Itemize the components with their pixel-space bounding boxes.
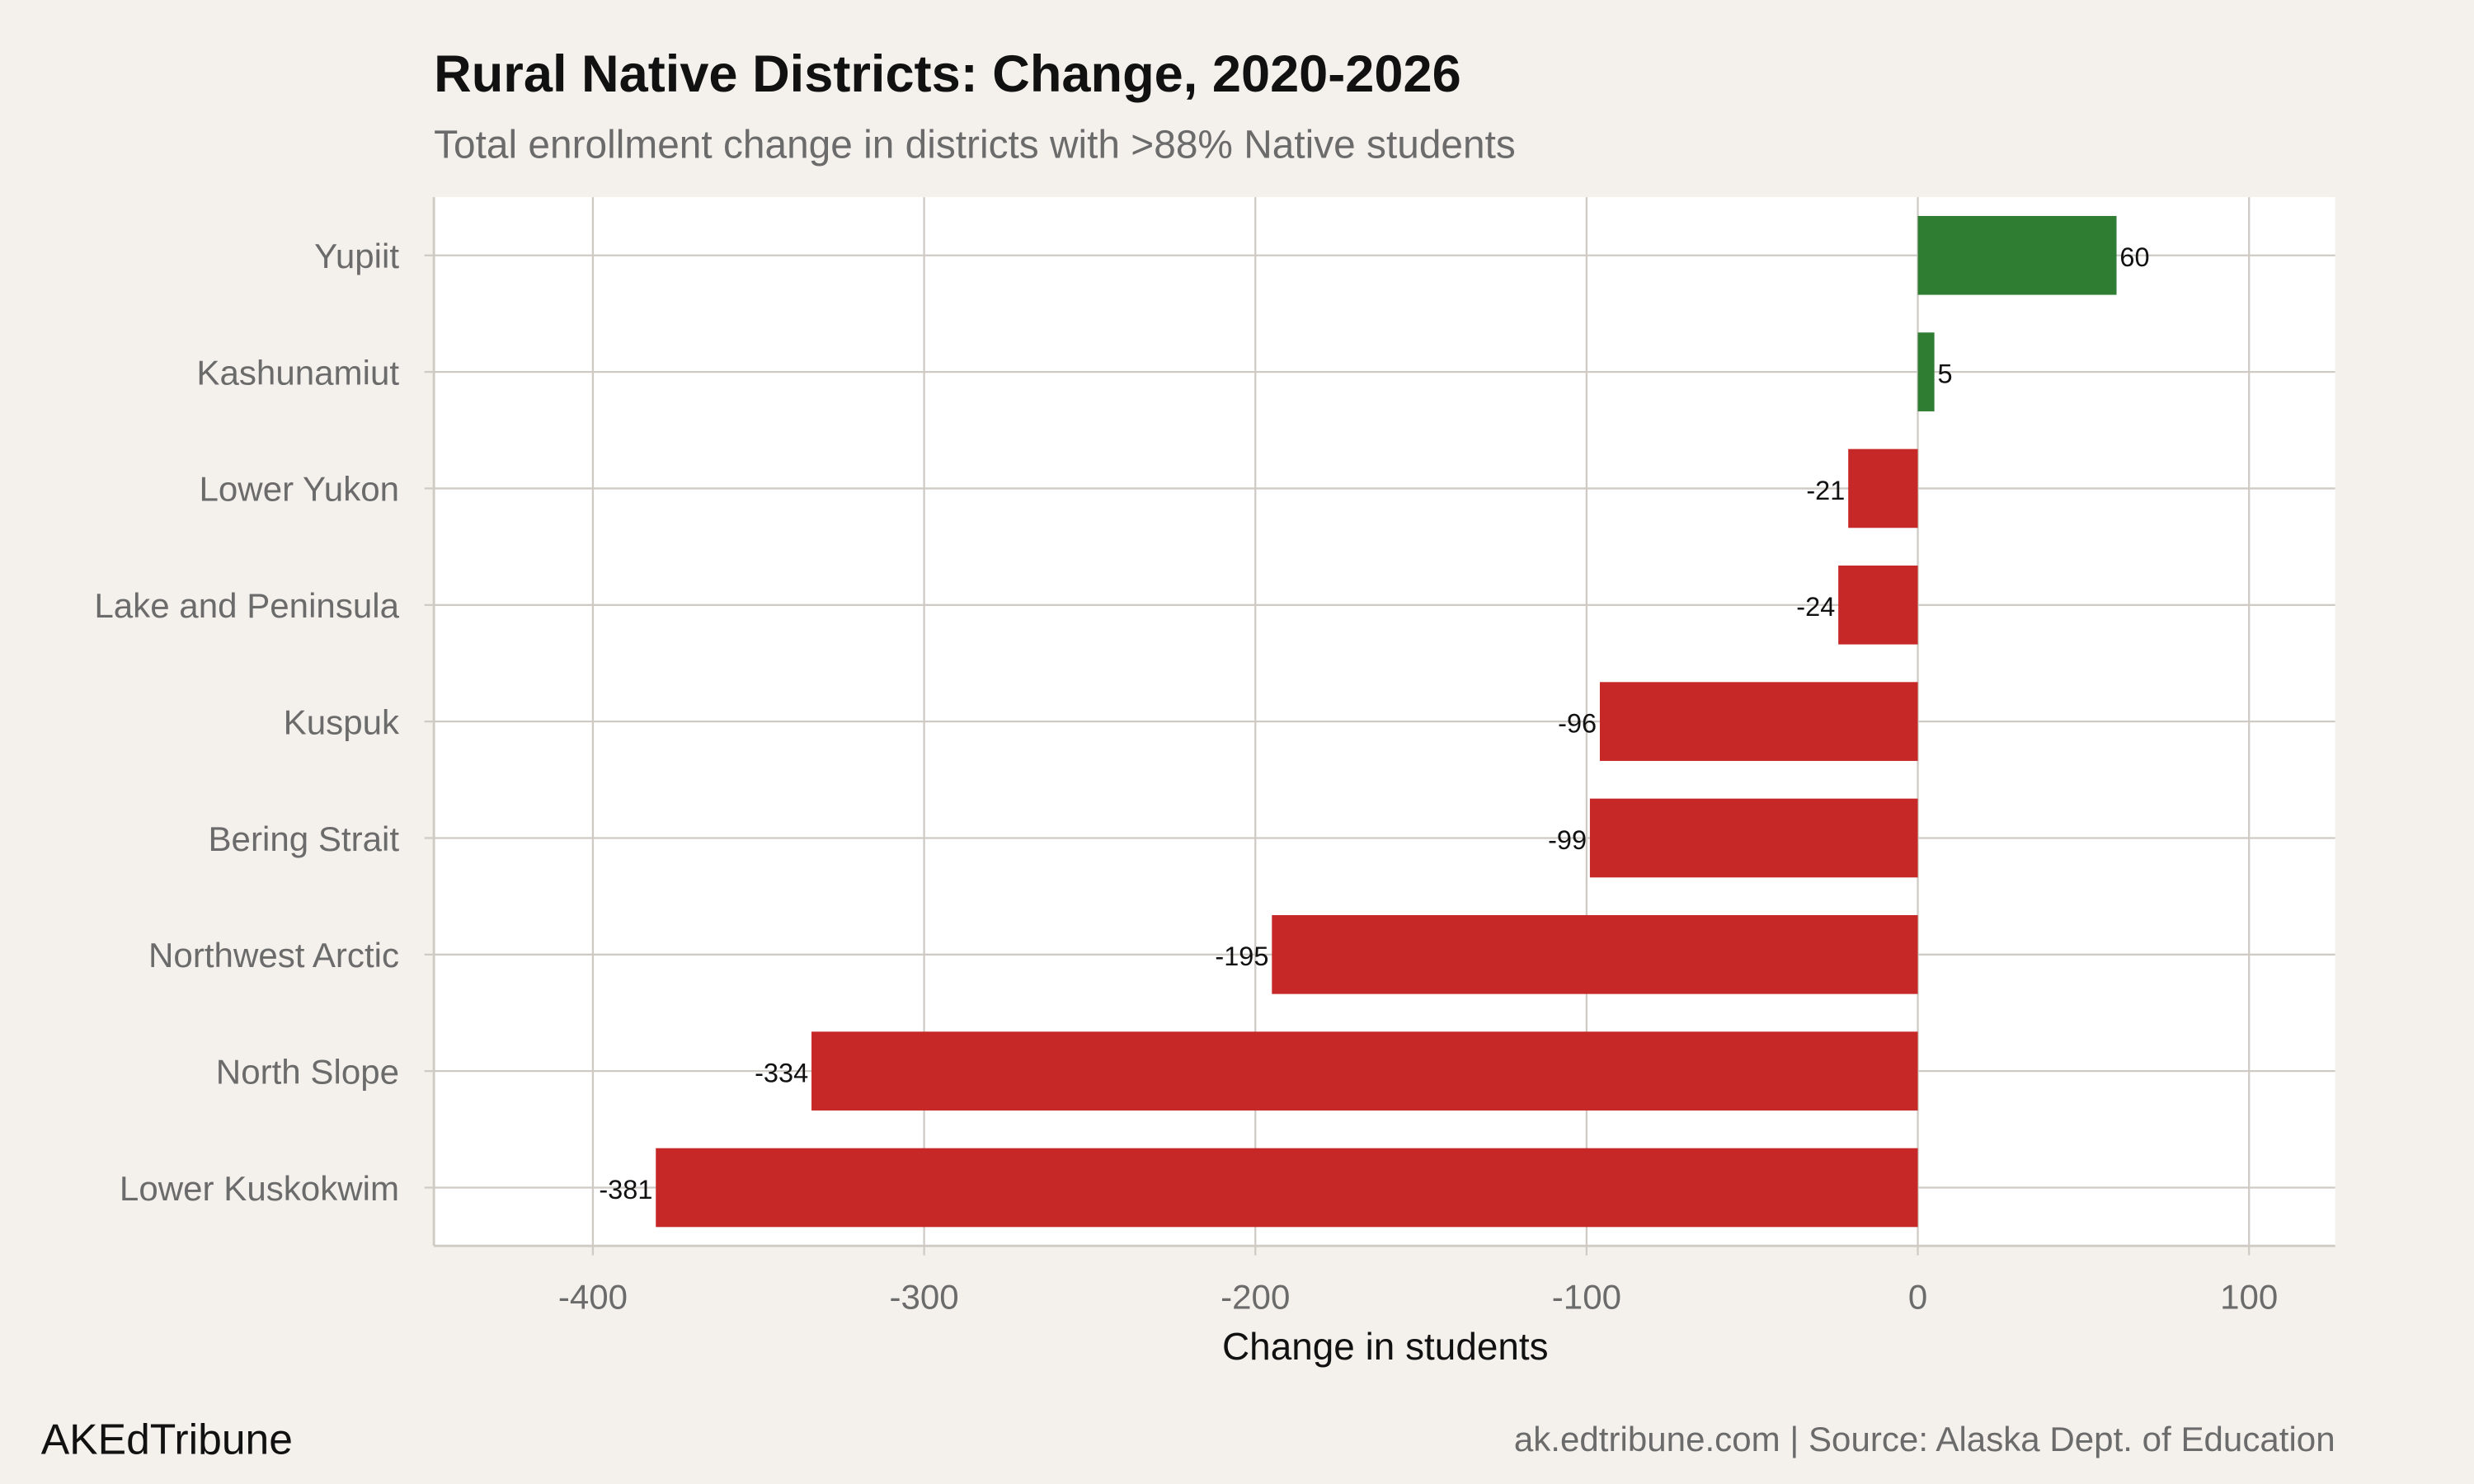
chart-title: Rural Native Districts: Change, 2020-202… (434, 45, 1461, 103)
y-tick-label: Kuspuk (284, 702, 400, 741)
bar (1917, 215, 2117, 295)
bar (1848, 448, 1918, 528)
y-tick-label: Yupiit (314, 237, 399, 275)
data-label: -24 (1796, 592, 1835, 622)
y-tick-label: Kashunamiut (196, 353, 399, 392)
data-label: -381 (599, 1175, 652, 1205)
x-tick-label: 0 (1908, 1278, 1927, 1317)
bar (1272, 914, 1918, 994)
data-label: -334 (755, 1059, 808, 1088)
data-label: -96 (1558, 709, 1597, 739)
x-tick-label: -100 (1552, 1278, 1621, 1317)
footer-brand: AKEdTribune (41, 1416, 293, 1463)
chart-subtitle: Total enrollment change in districts wit… (434, 123, 1516, 167)
y-tick-label: Bering Strait (208, 819, 399, 858)
x-tick-label: -300 (889, 1278, 958, 1317)
bar (1917, 332, 1935, 411)
y-tick-label: Northwest Arctic (148, 936, 399, 974)
bar (1589, 798, 1918, 878)
x-axis-label: Change in students (1222, 1325, 1549, 1368)
footer-source: ak.edtribune.com | Source: Alaska Dept. … (1514, 1420, 2335, 1458)
x-tick-label: -400 (558, 1278, 628, 1317)
bar (656, 1148, 1918, 1228)
data-label: -99 (1548, 825, 1587, 855)
y-tick-label: North Slope (216, 1052, 399, 1091)
data-label: 5 (1937, 359, 1952, 389)
x-tick-label: -200 (1221, 1278, 1290, 1317)
bar (1599, 682, 1918, 761)
x-tick-label: 100 (2220, 1278, 2278, 1317)
y-tick-label: Lake and Peninsula (94, 586, 399, 625)
data-label: 60 (2119, 242, 2149, 272)
y-tick-label: Lower Kuskokwim (120, 1169, 399, 1208)
data-label: -195 (1215, 942, 1268, 971)
bar (811, 1031, 1918, 1111)
data-label: -21 (1806, 476, 1845, 505)
bar (1838, 565, 1918, 645)
y-tick-label: Lower Yukon (199, 470, 399, 509)
